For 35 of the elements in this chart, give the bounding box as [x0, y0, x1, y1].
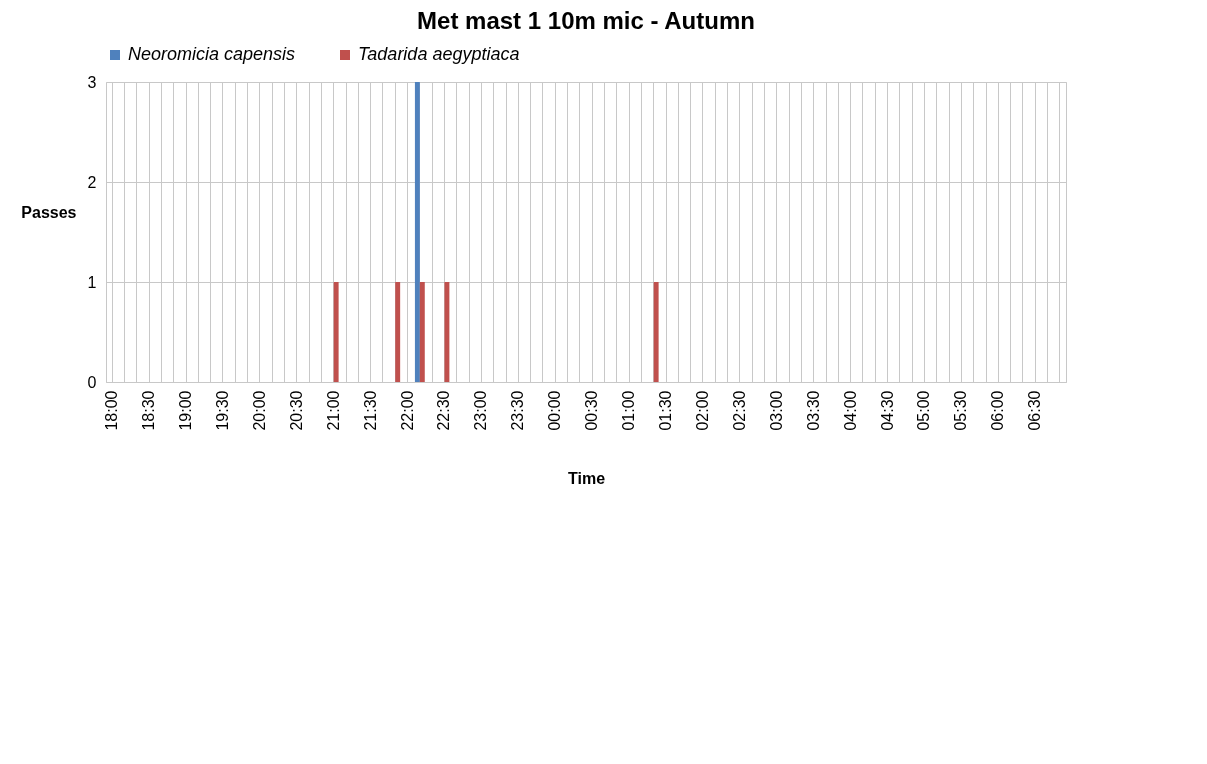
- legend-label: Tadarida aegyptiaca: [358, 44, 520, 64]
- x-tick-label: 20:30: [287, 390, 305, 431]
- x-tick-label: 00:00: [546, 390, 564, 431]
- x-tick-label: 03:00: [767, 390, 785, 431]
- x-tick-label: 06:00: [989, 390, 1007, 431]
- y-tick-label: 3: [87, 73, 97, 91]
- x-tick-label: 21:00: [324, 390, 342, 431]
- x-tick-label: 23:30: [509, 390, 527, 431]
- x-tick-label: 19:00: [177, 390, 194, 431]
- x-tick-label: 22:30: [435, 390, 453, 431]
- x-tick-label: 18:00: [103, 390, 121, 431]
- x-tick-label: 19:30: [213, 390, 231, 431]
- x-tick-label: 03:30: [804, 390, 822, 431]
- x-axis-title: Time: [567, 469, 606, 487]
- x-tick-label: 05:00: [915, 390, 933, 431]
- x-tick-label: 00:30: [583, 390, 601, 431]
- y-tick-label: 1: [87, 273, 97, 291]
- y-axis-title: Passes: [21, 203, 77, 221]
- x-tick-label: 01:00: [620, 390, 638, 431]
- y-tick-label: 0: [87, 373, 97, 391]
- x-tick-label: 21:30: [361, 390, 379, 431]
- x-tick-label: 04:30: [878, 390, 896, 431]
- x-tick-label: 20:00: [250, 390, 268, 431]
- x-tick-label: 18:30: [140, 390, 158, 431]
- x-tick-label: 05:30: [952, 390, 970, 431]
- x-tick-label: 02:30: [730, 390, 748, 431]
- x-tick-label: 02:00: [693, 390, 711, 431]
- y-tick-label: 2: [87, 173, 97, 191]
- legend-label: Neoromicia capensis: [128, 44, 296, 64]
- x-tick-label: 06:30: [1026, 390, 1044, 431]
- x-tick-label: 04:00: [841, 390, 859, 431]
- x-tick-label: 23:00: [472, 390, 490, 431]
- x-tick-label: 22:00: [398, 390, 416, 431]
- x-tick-label: 01:30: [657, 390, 674, 431]
- chart-title: Met mast 1 10m mic - Autumn: [417, 7, 755, 34]
